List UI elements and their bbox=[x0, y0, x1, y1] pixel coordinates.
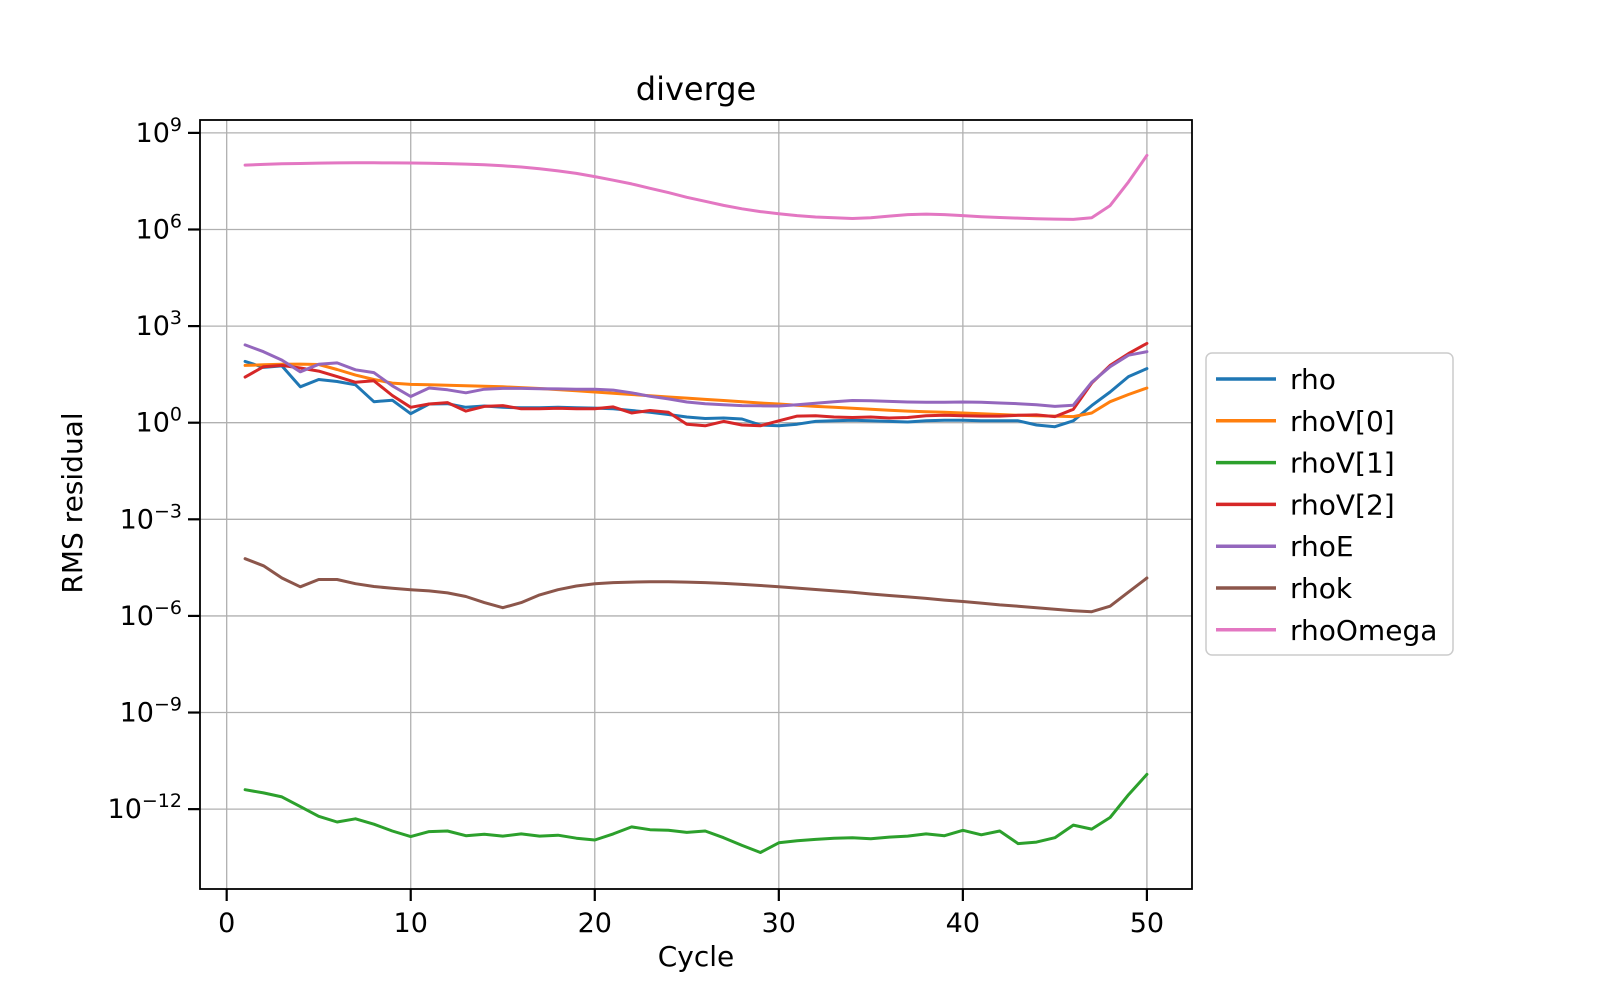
y-tick-label-1e-9: 10−9 bbox=[120, 694, 182, 729]
series-rhov-0 bbox=[243, 362, 1149, 419]
series bbox=[243, 153, 1149, 854]
y-tick-label-1e-12: 10−12 bbox=[108, 790, 182, 825]
x-axis-label: Cycle bbox=[658, 940, 735, 973]
legend-entry-rho: rho bbox=[1216, 363, 1336, 396]
series-rhoomega bbox=[243, 153, 1149, 221]
series-rhok bbox=[243, 557, 1149, 614]
series-rho bbox=[243, 359, 1149, 429]
series-rhov-1 bbox=[243, 772, 1149, 854]
chart-title: diverge bbox=[636, 70, 756, 108]
legend-entry-rhov-2: rhoV[2] bbox=[1216, 488, 1395, 521]
legend-label-rho: rho bbox=[1290, 363, 1336, 396]
plot-border bbox=[199, 119, 1193, 890]
legend-entry-rhok: rhok bbox=[1216, 572, 1353, 605]
x-tick-label-0: 0 bbox=[218, 908, 235, 939]
x-tick-label-40: 40 bbox=[946, 908, 980, 939]
y-axis-label: RMS residual bbox=[56, 412, 89, 593]
legend-entry-rhoomega: rhoOmega bbox=[1216, 614, 1437, 647]
legend-label-rhov-2: rhoV[2] bbox=[1290, 488, 1395, 521]
y-tick-label-1e-6: 10−6 bbox=[120, 597, 182, 632]
legend-label-rhoe: rhoE bbox=[1290, 530, 1354, 563]
y-tick-label-1e3: 103 bbox=[136, 307, 182, 342]
series-rhoe bbox=[243, 343, 1149, 408]
legend-entry-rhov-1: rhoV[1] bbox=[1216, 447, 1395, 480]
series-rhov-2 bbox=[243, 341, 1149, 428]
grid bbox=[200, 120, 1192, 889]
y-tick-label-1e0: 100 bbox=[136, 404, 182, 439]
y-tick-label-1e-3: 10−3 bbox=[120, 500, 182, 535]
x-tick-label-10: 10 bbox=[394, 908, 428, 939]
legend-box bbox=[1205, 352, 1454, 656]
legend-entry-rhov-0: rhoV[0] bbox=[1216, 405, 1395, 438]
legend-label-rhov-0: rhoV[0] bbox=[1290, 405, 1395, 438]
legend-entry-rhoe: rhoE bbox=[1216, 530, 1354, 563]
legend-label-rhoomega: rhoOmega bbox=[1290, 614, 1437, 647]
legend-label-rhov-1: rhoV[1] bbox=[1290, 447, 1395, 480]
y-tick-label-1e9: 109 bbox=[136, 114, 182, 149]
x-tick-label-20: 20 bbox=[578, 908, 612, 939]
x-tick-label-50: 50 bbox=[1130, 908, 1164, 939]
y-tick-label-1e6: 106 bbox=[136, 210, 182, 245]
axis-ticks: 0 10 20 30 40 50 109 106 103 100 10−3 10−6 10−9 10−12 bbox=[108, 114, 1165, 939]
legend-label-rhok: rhok bbox=[1290, 572, 1353, 605]
legend: rho rhoV[0] rhoV[1] rhoV[2] rhoE rhok rhoOmega bbox=[1205, 352, 1454, 656]
x-tick-label-30: 30 bbox=[762, 908, 796, 939]
